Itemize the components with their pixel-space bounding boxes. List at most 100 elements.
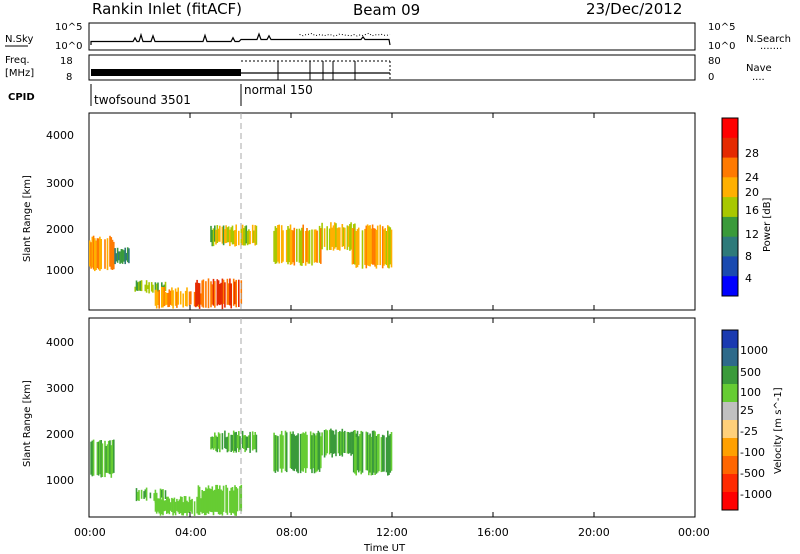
velocity-cell: [216, 436, 219, 453]
velocity-cell: [190, 499, 192, 512]
velocity-cell: [205, 487, 207, 516]
power-cell: [162, 287, 164, 308]
power-cell: [226, 278, 229, 305]
power-cell: [229, 229, 231, 247]
power-cell: [278, 224, 280, 264]
velocity-cell: [325, 429, 327, 456]
power-cell: [277, 225, 279, 262]
power-cell: [227, 226, 230, 243]
power-colorbar-swatch: [722, 137, 738, 159]
velocity-scale-tick-minus25: -25: [740, 425, 758, 438]
freq-label-line2: [MHz]: [5, 68, 34, 79]
velocity-cell: [332, 430, 335, 454]
power-cell: [235, 279, 237, 308]
power-cell: [166, 293, 168, 305]
power-cell: [210, 225, 212, 243]
power-cell: [330, 222, 332, 250]
velocity-cell: [328, 429, 331, 455]
power-cell: [249, 231, 251, 245]
sky-panel-frame: [88, 22, 696, 51]
velocity-scale-tick-100: 100: [740, 386, 761, 399]
power-cell: [111, 239, 114, 270]
power-cell: [167, 292, 169, 308]
power-cell: [216, 225, 219, 243]
velocity-cell: [385, 437, 388, 473]
power-cell: [238, 279, 240, 307]
xtick-1200: 12:00: [376, 526, 408, 539]
power-cell: [287, 226, 289, 265]
velocity-cell: [323, 430, 326, 458]
velocity-cell: [174, 501, 177, 516]
power-cell: [318, 225, 321, 263]
power-cell: [109, 235, 111, 267]
velocity-cell: [371, 430, 374, 475]
velocity-cell: [176, 498, 178, 511]
power-cell: [383, 229, 385, 266]
velocity-cell: [231, 434, 234, 451]
velocity-cell: [143, 491, 145, 499]
velocity-cell: [110, 445, 113, 478]
velocity-cell: [222, 485, 225, 512]
velocity-cell: [161, 499, 163, 515]
velocity-cell: [99, 440, 101, 475]
power-cell: [253, 230, 255, 243]
velocity-cell: [168, 498, 171, 515]
velocity-cell: [203, 490, 206, 516]
velocity-cell: [230, 487, 232, 515]
power-cell: [273, 230, 275, 262]
power-cell: [195, 282, 197, 308]
freq-left-tick-top: 18: [60, 56, 73, 67]
velocity-cell: [390, 432, 393, 471]
power-cell: [241, 224, 244, 246]
power-cell: [144, 284, 147, 292]
power-cell: [369, 225, 371, 267]
velocity-cell: [193, 501, 196, 516]
power-colorbar-swatch: [722, 216, 738, 238]
power-cell: [229, 278, 231, 306]
velocity-cell: [321, 432, 323, 456]
power-ytick-4000: 4000: [46, 129, 74, 142]
power-yticks: 4000 3000 2000 1000: [46, 129, 74, 277]
power-cell: [232, 230, 235, 245]
velocity-cell: [356, 430, 359, 471]
power-cell: [234, 230, 236, 247]
power-cell: [220, 282, 222, 305]
power-cell: [114, 248, 116, 265]
sky-right-dots: .......: [760, 41, 782, 52]
power-colorbar-swatch: [722, 118, 738, 139]
power-cell: [355, 231, 357, 268]
velocity-cell: [279, 434, 282, 469]
velocity-cell: [225, 437, 227, 449]
velocity-cell: [313, 433, 316, 474]
velocity-scale-tick-1000: 1000: [740, 344, 768, 357]
velocity-cell: [221, 433, 224, 450]
velocity-cell: [227, 432, 230, 452]
power-cell: [222, 225, 225, 246]
sky-left-tick-top: 10^5: [55, 22, 82, 33]
velocity-cell: [320, 436, 322, 469]
power-scale-tick-16: 16: [745, 204, 759, 217]
power-cell: [339, 227, 341, 251]
velocity-cell: [365, 431, 368, 471]
power-cell: [335, 223, 337, 248]
power-cell: [376, 225, 379, 265]
velocity-cell: [330, 428, 332, 453]
velocity-cell: [183, 496, 186, 514]
power-cell: [240, 280, 243, 305]
power-colorbar-swatch: [722, 157, 738, 178]
power-cell: [212, 278, 215, 306]
velocity-cell: [219, 485, 221, 515]
power-colorbar-swatch: [722, 197, 738, 218]
power-ytick-1000: 1000: [46, 264, 74, 277]
station-title: Rankin Inlet (fitACF): [92, 0, 242, 18]
power-cell: [150, 282, 153, 292]
velocity-cell: [239, 486, 241, 511]
power-cell: [116, 247, 119, 263]
velocity-cell: [138, 490, 140, 501]
velocity-cell: [200, 498, 202, 512]
power-cell: [171, 287, 173, 306]
velocity-cell: [284, 430, 287, 471]
nave-trace: [241, 60, 391, 80]
velocity-cell: [179, 496, 182, 514]
